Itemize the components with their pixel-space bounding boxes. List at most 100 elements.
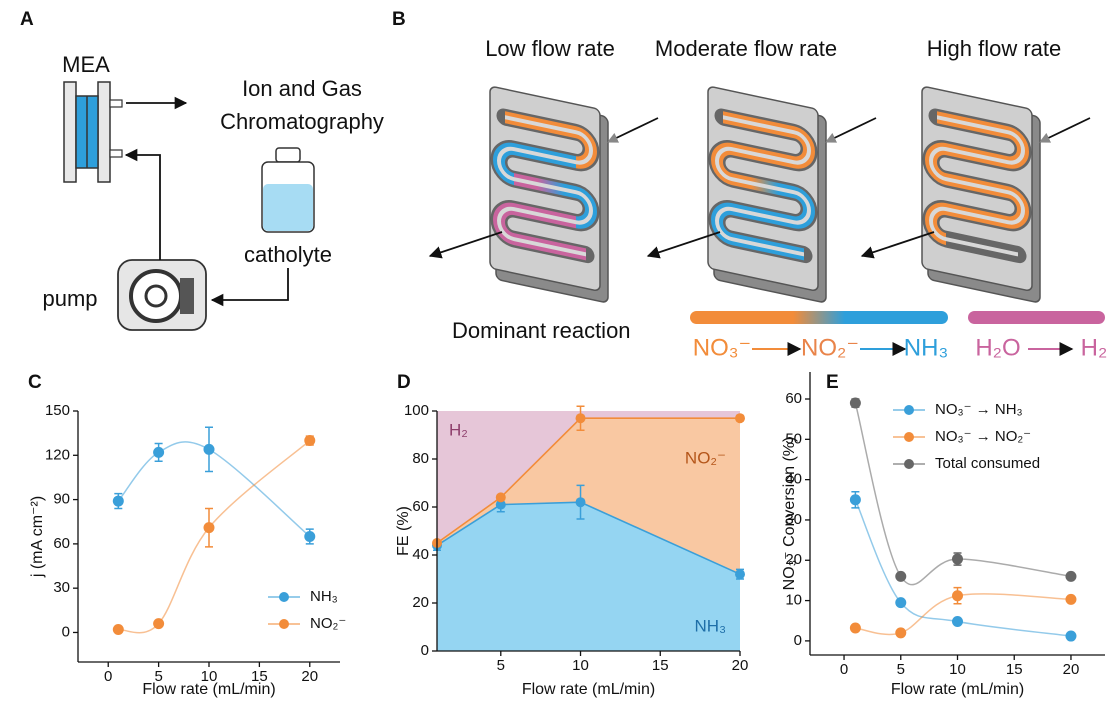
marker <box>849 397 861 409</box>
panel-label: C <box>28 372 42 393</box>
marker <box>952 590 963 602</box>
x-tick-label: 20 <box>1063 661 1080 678</box>
area <box>437 411 740 543</box>
species: NO₃⁻ <box>693 334 751 361</box>
flow-plate <box>707 86 827 303</box>
legend-marker <box>904 432 914 442</box>
x-tick-label: 20 <box>732 657 749 674</box>
chart: NH₃ NO₂⁻ H₂ 5 10 15 20 0 20 40 60 80 100 Flow rate (m… <box>395 372 748 698</box>
pump-clamp <box>180 278 194 314</box>
fit-curve <box>854 402 1072 586</box>
channel-core <box>497 115 593 257</box>
marker <box>735 569 745 580</box>
detector-label: Chromatography <box>220 109 384 134</box>
channel-core <box>715 115 811 257</box>
arrow <box>210 268 289 307</box>
series-line <box>436 417 740 544</box>
y-tick-label: 40 <box>785 471 802 488</box>
panel-label: B <box>392 9 406 30</box>
y-tick-label: 150 <box>45 402 70 419</box>
pump-hub <box>144 284 168 308</box>
series-line <box>436 501 741 575</box>
marker <box>735 413 745 424</box>
fit-curve <box>117 441 311 538</box>
marker <box>112 495 124 507</box>
y-tick-label: 0 <box>794 632 802 649</box>
outlet-arrow <box>646 231 721 259</box>
x-tick-label: 10 <box>201 668 218 685</box>
y-tick-label: 120 <box>45 446 70 463</box>
pump-label: pump <box>42 286 97 311</box>
marker <box>849 622 861 634</box>
y-tick-label: 20 <box>412 594 429 611</box>
marker <box>153 618 165 630</box>
y-axis-title: FE (%) <box>395 506 412 556</box>
y-tick-label: 30 <box>53 579 70 596</box>
y-tick-label: 0 <box>421 642 429 659</box>
panel-label: A <box>20 9 34 30</box>
mea-plate <box>63 81 77 183</box>
panel-label: D <box>397 372 411 393</box>
y-tick-label: 60 <box>53 535 70 552</box>
port <box>109 149 123 158</box>
marker <box>1065 630 1077 642</box>
species: H₂O <box>975 334 1020 361</box>
plot-marks <box>112 426 316 636</box>
reaction-bar <box>968 311 1105 324</box>
x-axis-title: Flow rate (mL/min) <box>522 681 655 698</box>
legend-label: NO₂⁻ <box>310 615 346 632</box>
fit-curve <box>854 499 1072 637</box>
arrow <box>124 148 161 260</box>
y-tick-label: 0 <box>62 623 70 640</box>
plot-marks <box>432 405 745 651</box>
marker <box>495 492 506 503</box>
marker <box>895 570 907 582</box>
inlet-arrow <box>825 117 877 143</box>
y-axis-title: NO₃⁻ Conversion (%) <box>781 437 798 591</box>
y-tick-label: 100 <box>404 402 429 419</box>
outlet-arrow <box>860 231 935 259</box>
panel-label: E <box>826 372 839 393</box>
marker <box>1065 570 1077 582</box>
marker <box>575 497 586 508</box>
marker <box>304 435 316 447</box>
flow-rate-label: Moderate flow rate <box>655 36 837 61</box>
flow-plate <box>921 86 1041 303</box>
fit-curve <box>118 439 311 634</box>
port <box>109 99 123 108</box>
x-axis-title: Flow rate (mL/min) <box>142 681 275 698</box>
area-label: NH₃ <box>695 616 726 635</box>
legend-marker <box>279 592 289 602</box>
mea-plate <box>97 81 111 183</box>
marker <box>849 494 861 506</box>
y-tick-label: 60 <box>785 390 802 407</box>
panel-b: B Low flow rate Moderate flow rate High … <box>392 9 1107 361</box>
flow-rate-label: Low flow rate <box>485 36 615 61</box>
catholyte-label: catholyte <box>244 242 332 267</box>
panel-a: A MEA Ion and Gas Chromatography catholy… <box>20 9 384 331</box>
marker <box>952 553 963 565</box>
legend-label: NH₃ <box>310 588 338 605</box>
y-tick-label: 90 <box>53 491 70 508</box>
chart: 0 5 10 15 20 0 10 20 30 40 50 60 Flow rate (mL/min) N… <box>781 372 1105 698</box>
marker <box>304 531 316 542</box>
x-tick-label: 15 <box>1006 661 1023 678</box>
y-tick-label: 20 <box>785 551 802 568</box>
fit-curve <box>855 593 1071 636</box>
x-axis-title: Flow rate (mL/min) <box>891 681 1024 698</box>
area-label: H₂ <box>449 420 468 439</box>
x-tick-label: 15 <box>251 668 268 685</box>
marker <box>575 413 586 424</box>
x-tick-label: 0 <box>840 661 848 678</box>
marker <box>153 446 165 458</box>
x-tick-label: 5 <box>154 668 162 685</box>
legend-marker <box>904 459 914 469</box>
legend-label: NO₃⁻ → NO₂⁻ <box>935 428 1031 445</box>
legend-marker <box>904 405 914 415</box>
reaction-bar <box>690 311 948 324</box>
outlet-arrow <box>428 231 503 259</box>
x-tick-label: 10 <box>572 657 589 674</box>
x-tick-label: 20 <box>301 668 318 685</box>
area <box>437 502 740 651</box>
flow-rate-label: High flow rate <box>927 36 1062 61</box>
